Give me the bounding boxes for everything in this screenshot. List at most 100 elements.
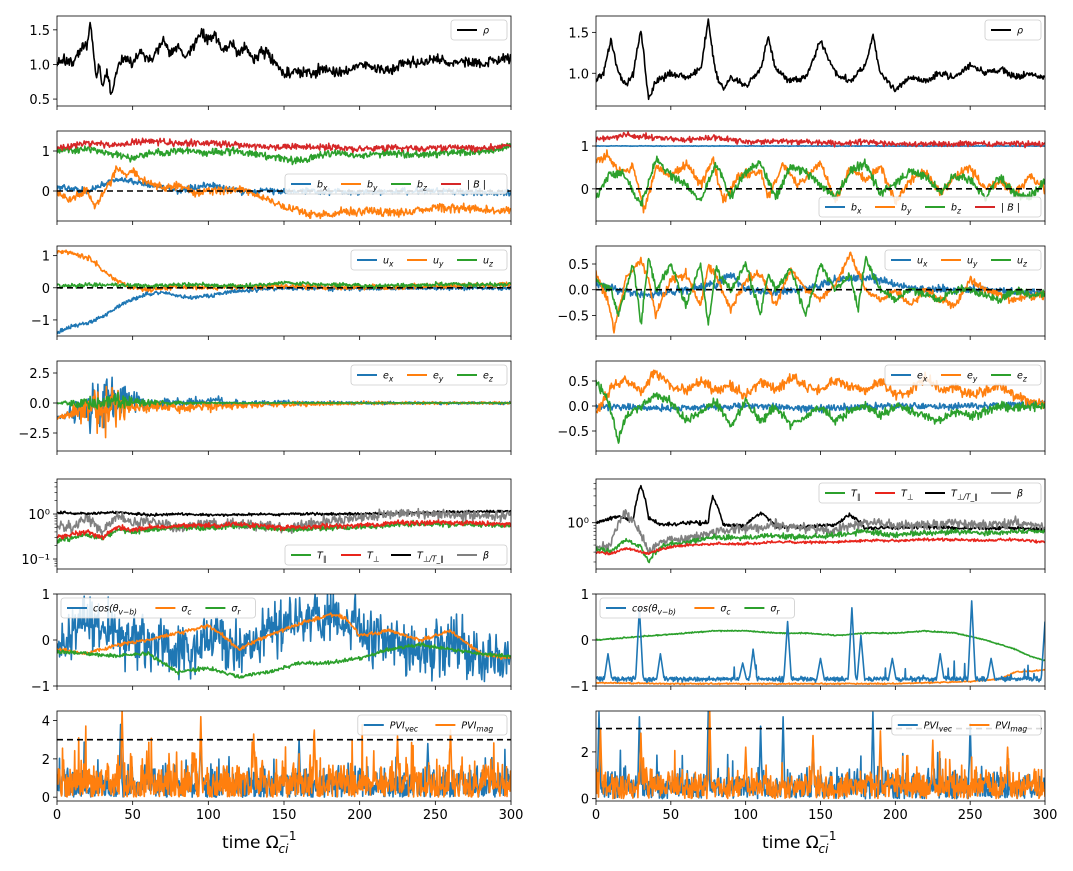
ytick-label-R2-1: 0.0 (568, 284, 589, 299)
legend-label-R5-1: σc (720, 604, 731, 617)
series-R5-0 (596, 629, 1045, 662)
ytick-label-L5-2: 1 (42, 588, 50, 603)
panel-L1: 0 1 bx by bz | B | (42, 130, 512, 225)
ytick-label-L6-2: 4 (42, 715, 50, 730)
ytick-label-L6-0: 0 (42, 791, 50, 806)
ytick-label-R6-0: 0 (581, 793, 589, 808)
plot-area-R5 (596, 600, 1045, 686)
xtick-label-L6-4: 200 (347, 808, 372, 823)
series-L0-0 (57, 21, 511, 95)
series-R0-0 (596, 18, 1045, 101)
legend-label-L6-0: PVIvec (390, 721, 419, 734)
series-R2-1 (596, 251, 1045, 334)
legend-label-L1-0: bx (317, 180, 328, 193)
legend-R1: bx by bz | B | (818, 196, 1042, 218)
series-R4-1 (596, 508, 1045, 554)
legend-label-L3-0: ex (383, 371, 394, 384)
legend-label-R4-2: T⊥/T_∥ (951, 489, 978, 502)
legend-label-R6-1: PVImag (995, 721, 1027, 734)
ytick-label-R3-2: 0.5 (568, 375, 589, 390)
legend-label-R4-1: T⊥ (901, 489, 913, 502)
ytick-label-R1-1: 1 (581, 140, 589, 155)
panel-L2: −1 0 1 ux uy uz (31, 245, 512, 340)
panel-L4: 10⁻¹ 10⁰ T∥ T⊥ T⊥/T_∥ β (21, 478, 512, 573)
ytick-label-R2-2: 0.5 (568, 258, 589, 273)
ytick-label-L5-0: −1 (31, 680, 50, 695)
legend-box-R3 (884, 364, 1042, 386)
series-L2-0 (57, 284, 511, 335)
legend-label-R4-0: T∥ (851, 489, 861, 502)
legend-label-R3-0: ex (917, 371, 928, 384)
legend-label-R4-3: β (1016, 489, 1023, 500)
plot-area-R3 (596, 369, 1045, 444)
ytick-label-R0-0: 1.0 (568, 67, 589, 82)
legend-label-L3-2: ez (483, 371, 494, 384)
legend-label-R2-0: ux (917, 256, 928, 269)
series-R4-0 (596, 484, 1045, 533)
series-R3-1 (596, 369, 1045, 414)
legend-label-L0-0: ρ (483, 26, 489, 37)
xtick-label-R6-6: 300 (1033, 808, 1058, 823)
plot-area-R0 (596, 18, 1045, 101)
legend-box-R2 (884, 249, 1042, 271)
plot-area-L0 (57, 21, 511, 95)
legend-label-L4-0: T∥ (317, 551, 327, 564)
xtick-label-R6-2: 100 (733, 808, 758, 823)
series-L5-0 (57, 594, 511, 683)
legend-label-L2-2: uz (483, 256, 494, 269)
legend-label-R3-1: ey (967, 371, 978, 384)
legend-R3: ex ey ez (884, 364, 1042, 386)
series-L4-2 (57, 519, 511, 544)
legend-R4: T∥ T⊥ T⊥/T_∥ β (818, 482, 1042, 504)
ytick-label-L0-0: 0.5 (29, 93, 50, 108)
plot-area-R1 (596, 131, 1045, 214)
legend-label-L5-1: σc (181, 604, 192, 617)
legend-label-L1-2: bz (417, 180, 428, 193)
xtick-label-L6-2: 100 (196, 808, 221, 823)
legend-label-L2-1: uy (433, 256, 444, 269)
series-R3-2 (596, 379, 1045, 444)
legend-R2: ux uy uz (884, 249, 1042, 271)
ytick-label-R5-1: 0 (581, 634, 589, 649)
legend-L1: bx by bz | B | (284, 173, 508, 195)
legend-R6: PVIvec PVImag (891, 714, 1042, 736)
legend-label-L5-2: σr (231, 604, 241, 617)
series-R4-2 (596, 528, 1045, 564)
legend-label-R5-0: cos(θv−b) (632, 604, 676, 617)
ytick-label-R3-0: −0.5 (557, 425, 589, 440)
series-R5-1 (596, 668, 1045, 686)
legend-label-R1-0: bx (851, 203, 862, 216)
legend-L4: T∥ T⊥ T⊥/T_∥ β (284, 544, 508, 566)
ytick-label-R5-2: 1 (581, 588, 589, 603)
xtick-label-R6-0: 0 (592, 808, 600, 823)
series-L1-1 (57, 165, 511, 220)
legend-L3: ex ey ez (350, 364, 508, 386)
plot-area-R2 (596, 251, 1045, 334)
ytick-label-R2-0: −0.5 (557, 309, 589, 324)
panel-R4: 10⁰ T∥ T⊥ T⊥/T_∥ β (567, 478, 1046, 573)
xtick-label-R6-1: 50 (663, 808, 680, 823)
ytick-label-R3-1: 0.0 (568, 400, 589, 415)
panel-R1: 0 1 bx by bz | B | (581, 130, 1046, 225)
legend-label-R1-1: by (901, 203, 912, 216)
xtick-label-R6-4: 200 (883, 808, 908, 823)
panel-R3: −0.5 0.0 0.5 ex ey ez (557, 360, 1046, 455)
series-L1-3 (57, 137, 511, 154)
legend-label-R2-1: uy (967, 256, 978, 269)
legend-box-L3 (350, 364, 508, 386)
ytick-label-L2-1: 0 (42, 282, 50, 297)
ytick-label-L1-0: 0 (42, 185, 50, 200)
legend-label-L4-1: T⊥ (367, 551, 379, 564)
series-L4-3 (57, 519, 511, 541)
panel-R5: −1 0 1 cos(θv−b) σc σr (570, 588, 1046, 695)
ytick-label-L0-2: 1.5 (29, 24, 50, 39)
ytick-label-L6-1: 2 (42, 753, 50, 768)
xtick-label-R6-3: 150 (808, 808, 833, 823)
legend-label-L6-1: PVImag (461, 721, 493, 734)
plot-area-L4 (57, 507, 511, 544)
plot-area-L6 (57, 711, 511, 799)
series-R2-2 (596, 255, 1045, 326)
xtick-label-R6-5: 250 (958, 808, 983, 823)
legend-label-R0-0: ρ (1017, 26, 1023, 37)
ytick-label-L4-0: 10⁻¹ (21, 553, 50, 568)
